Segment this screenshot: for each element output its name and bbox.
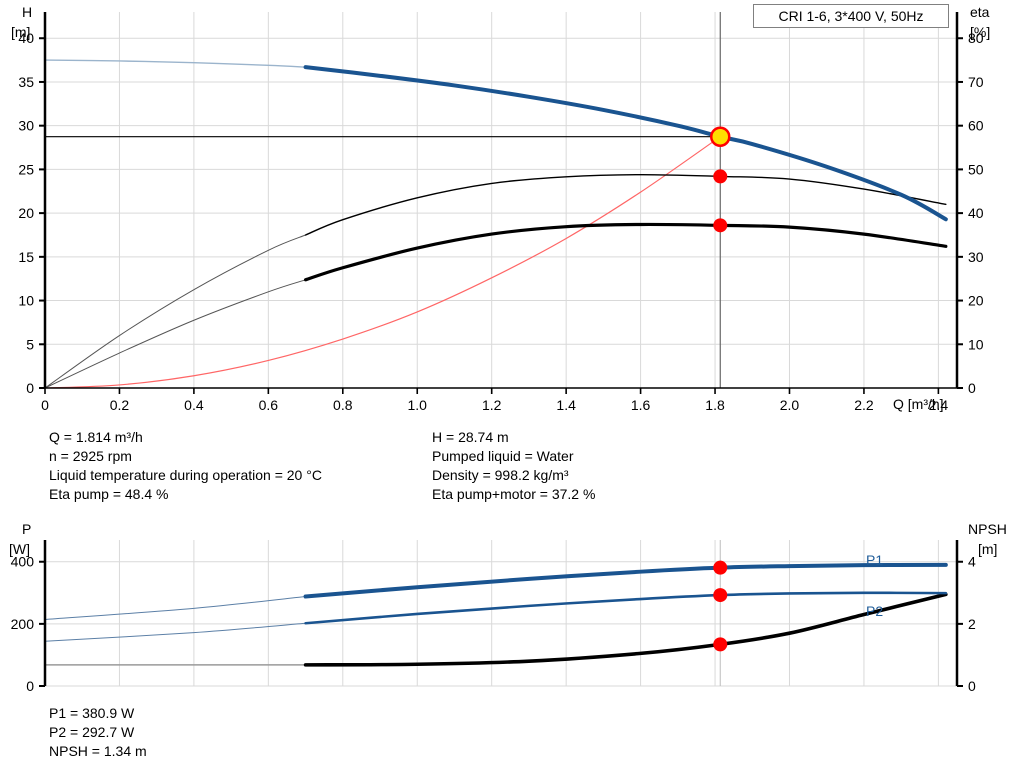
y-tick-label: 10 bbox=[18, 293, 34, 309]
x-tick-label: 2.2 bbox=[854, 397, 874, 413]
p2-curve-thin bbox=[44, 622, 306, 642]
x-tick-label: 2.0 bbox=[780, 397, 800, 413]
info-left-line: Q = 1.814 m³/h bbox=[49, 429, 143, 445]
y-tick-label: 30 bbox=[18, 118, 34, 134]
y-tick-label: 200 bbox=[11, 616, 35, 632]
info-block-bottom: P1 = 380.9 W P2 = 292.7 W NPSH = 1.34 m bbox=[49, 704, 147, 761]
info-bottom-line: P1 = 380.9 W bbox=[49, 705, 135, 721]
x-tick-label: 0.2 bbox=[110, 397, 130, 413]
info-right-line: Pumped liquid = Water bbox=[432, 448, 574, 464]
head-curve bbox=[303, 65, 948, 222]
p1-curve-thin bbox=[44, 596, 306, 621]
p1-curve-label: P1 bbox=[866, 552, 884, 568]
y-tick-label: 40 bbox=[18, 30, 34, 46]
p2-curve-label: P2 bbox=[866, 603, 884, 619]
chart-title-box: CRI 1-6, 3*400 V, 50Hz bbox=[753, 4, 949, 28]
eta-pump-curve bbox=[304, 173, 947, 236]
bottom-chart-canvas: 0 200 400 0 2 4 bbox=[11, 540, 976, 694]
bottom-chart: 0 200 400 0 2 4 bbox=[0, 518, 1024, 700]
top-chart: 0 5 10 15 20 25 30 35 40 0 10 20 30 40 50 60 70 80 0 0.2 0.4… bbox=[18, 12, 984, 413]
y2-tick-label: 50 bbox=[968, 161, 984, 177]
x-tick-label: 0 bbox=[41, 397, 49, 413]
top-left-axis-title: H bbox=[22, 4, 33, 20]
y-tick-label: 35 bbox=[18, 74, 34, 90]
duty-point-marker bbox=[710, 126, 731, 147]
eta-pump-motor-curve bbox=[303, 222, 948, 282]
y2-tick-label: 80 bbox=[968, 30, 984, 46]
y-tick-label: 0 bbox=[26, 380, 34, 396]
top-chart-canvas: 0 5 10 15 20 25 30 35 40 0 10 20 30 40 50 60 70 80 0 0.2 0.4… bbox=[18, 12, 984, 413]
p2-curve bbox=[304, 591, 948, 625]
chart-title-text: CRI 1-6, 3*400 V, 50Hz bbox=[778, 8, 924, 24]
y-tick-label: 400 bbox=[11, 554, 35, 570]
y2-tick-label: 60 bbox=[968, 118, 984, 134]
y2-tick-label: 0 bbox=[968, 380, 976, 396]
info-right-line: Eta pump+motor = 37.2 % bbox=[432, 486, 596, 502]
y2-tick-label: 30 bbox=[968, 249, 984, 265]
y2-tick-label: 4 bbox=[968, 554, 976, 570]
info-bottom-line: P2 = 292.7 W bbox=[49, 724, 135, 740]
top-right-axis-unit: [%] bbox=[970, 24, 991, 40]
y-tick-label: 0 bbox=[26, 678, 34, 694]
top-x-axis-title: Q [m³/h] bbox=[893, 396, 944, 412]
y-tick-label: 25 bbox=[18, 161, 34, 177]
info-block-right: H = 28.74 m Pumped liquid = Water Densit… bbox=[432, 428, 595, 504]
head-curve-thin bbox=[44, 59, 306, 68]
x-tick-label: 0.8 bbox=[333, 397, 353, 413]
info-left-line: Liquid temperature during operation = 20… bbox=[49, 467, 322, 483]
x-tick-label: 1.8 bbox=[705, 397, 725, 413]
top-left-axis-unit: [m] bbox=[11, 24, 31, 40]
npsh-curve bbox=[303, 592, 948, 667]
y2-tick-label: 40 bbox=[968, 205, 984, 221]
info-bottom-line: NPSH = 1.34 m bbox=[49, 743, 147, 759]
y-tick-label: 15 bbox=[18, 249, 34, 265]
npsh-duty-dot bbox=[713, 637, 728, 652]
system-curve bbox=[44, 136, 721, 389]
x-tick-label: 1.0 bbox=[408, 397, 428, 413]
p1-duty-dot bbox=[713, 560, 728, 575]
x-tick-label: 0.4 bbox=[184, 397, 204, 413]
info-left-line: Eta pump = 48.4 % bbox=[49, 486, 169, 502]
x-tick-label: 0.6 bbox=[259, 397, 279, 413]
eta-pump-motor-curve-thin bbox=[44, 279, 306, 389]
y2-tick-label: 20 bbox=[968, 293, 984, 309]
info-right-line: H = 28.74 m bbox=[432, 429, 509, 445]
info-right-line: Density = 998.2 kg/m³ bbox=[432, 467, 569, 483]
bottom-right-axis-title: NPSH bbox=[968, 521, 1007, 537]
bottom-left-axis-unit: [W] bbox=[9, 541, 30, 557]
p2-duty-dot bbox=[713, 588, 728, 603]
x-tick-label: 1.4 bbox=[556, 397, 576, 413]
p1-curve bbox=[303, 562, 948, 599]
x-tick-label: 1.2 bbox=[482, 397, 502, 413]
eta-pump-motor-duty-dot bbox=[713, 218, 728, 233]
eta-pump-duty-dot bbox=[713, 169, 728, 184]
y2-tick-label: 10 bbox=[968, 336, 984, 352]
y-tick-label: 5 bbox=[26, 336, 34, 352]
bottom-left-axis-title: P bbox=[22, 521, 32, 537]
x-tick-label: 1.6 bbox=[631, 397, 651, 413]
y-tick-label: 20 bbox=[18, 205, 34, 221]
y2-tick-label: 2 bbox=[968, 616, 976, 632]
bottom-right-axis-unit: [m] bbox=[978, 541, 998, 557]
y2-tick-label: 70 bbox=[968, 74, 984, 90]
info-left-line: n = 2925 rpm bbox=[49, 448, 132, 464]
eta-pump-curve-thin bbox=[44, 234, 306, 389]
x-tick-label: 2.4 bbox=[929, 397, 949, 413]
y2-tick-label: 0 bbox=[968, 678, 976, 694]
top-right-axis-title: eta bbox=[970, 4, 990, 20]
info-block-left: Q = 1.814 m³/h n = 2925 rpm Liquid tempe… bbox=[49, 428, 322, 504]
